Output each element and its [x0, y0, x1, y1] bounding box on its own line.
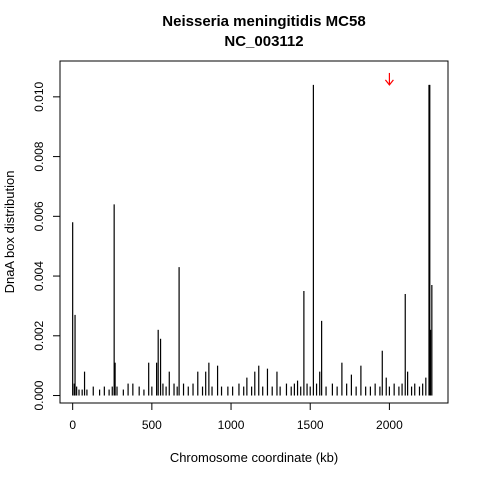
arrow-annotation — [384, 72, 394, 86]
y-tick-label-4: 0.008 — [32, 141, 46, 171]
y-tick-label-2: 0.004 — [32, 261, 46, 291]
x-tick-label-0: 0 — [69, 418, 76, 432]
arrow-head — [384, 79, 394, 86]
chart-subtitle: NC_003112 — [224, 33, 303, 50]
annotation-layer — [384, 72, 394, 86]
x-tick-label-3: 1500 — [297, 418, 324, 432]
y-tick-label-1: 0.002 — [32, 320, 46, 350]
y-tick-label-5: 0.010 — [32, 82, 46, 112]
y-tick-label-0: 0.000 — [32, 380, 46, 410]
y-tick-label-3: 0.006 — [32, 201, 46, 231]
x-tick-label-1: 500 — [142, 418, 162, 432]
x-axis-title: Chromosome coordinate (kb) — [170, 450, 338, 465]
x-tick-label-2: 1000 — [218, 418, 245, 432]
x-axis: 0 500 1000 1500 2000 — [69, 402, 403, 432]
y-axis: 0.000 0.002 0.004 0.006 0.008 0.010 — [32, 82, 61, 411]
chart-title: Neisseria meningitidis MC58 — [162, 13, 365, 30]
bars-layer — [72, 84, 433, 396]
x-tick-label-4: 2000 — [376, 418, 403, 432]
y-axis-title: DnaA box distribution — [2, 171, 17, 294]
